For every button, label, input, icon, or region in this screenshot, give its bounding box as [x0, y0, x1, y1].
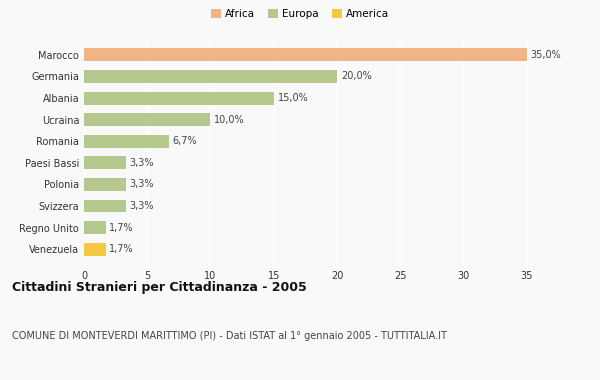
Text: 3,3%: 3,3%: [130, 158, 154, 168]
Text: 15,0%: 15,0%: [278, 93, 308, 103]
Text: Cittadini Stranieri per Cittadinanza - 2005: Cittadini Stranieri per Cittadinanza - 2…: [12, 281, 307, 294]
Text: 35,0%: 35,0%: [530, 50, 561, 60]
Bar: [84, 221, 106, 234]
Text: 20,0%: 20,0%: [341, 71, 371, 81]
Bar: [84, 135, 169, 148]
Text: 1,7%: 1,7%: [109, 244, 134, 254]
Bar: [84, 92, 274, 105]
Text: 3,3%: 3,3%: [130, 201, 154, 211]
Bar: [84, 156, 126, 169]
Legend: Africa, Europa, America: Africa, Europa, America: [211, 9, 389, 19]
Bar: [84, 200, 126, 212]
Text: 1,7%: 1,7%: [109, 223, 134, 233]
Bar: [84, 113, 211, 126]
Text: 6,7%: 6,7%: [173, 136, 197, 146]
Bar: [84, 178, 126, 191]
Bar: [84, 243, 106, 256]
Bar: [84, 70, 337, 83]
Text: 3,3%: 3,3%: [130, 179, 154, 189]
Bar: [84, 48, 527, 61]
Text: COMUNE DI MONTEVERDI MARITTIMO (PI) - Dati ISTAT al 1° gennaio 2005 - TUTTITALIA: COMUNE DI MONTEVERDI MARITTIMO (PI) - Da…: [12, 331, 447, 340]
Text: 10,0%: 10,0%: [214, 115, 245, 125]
